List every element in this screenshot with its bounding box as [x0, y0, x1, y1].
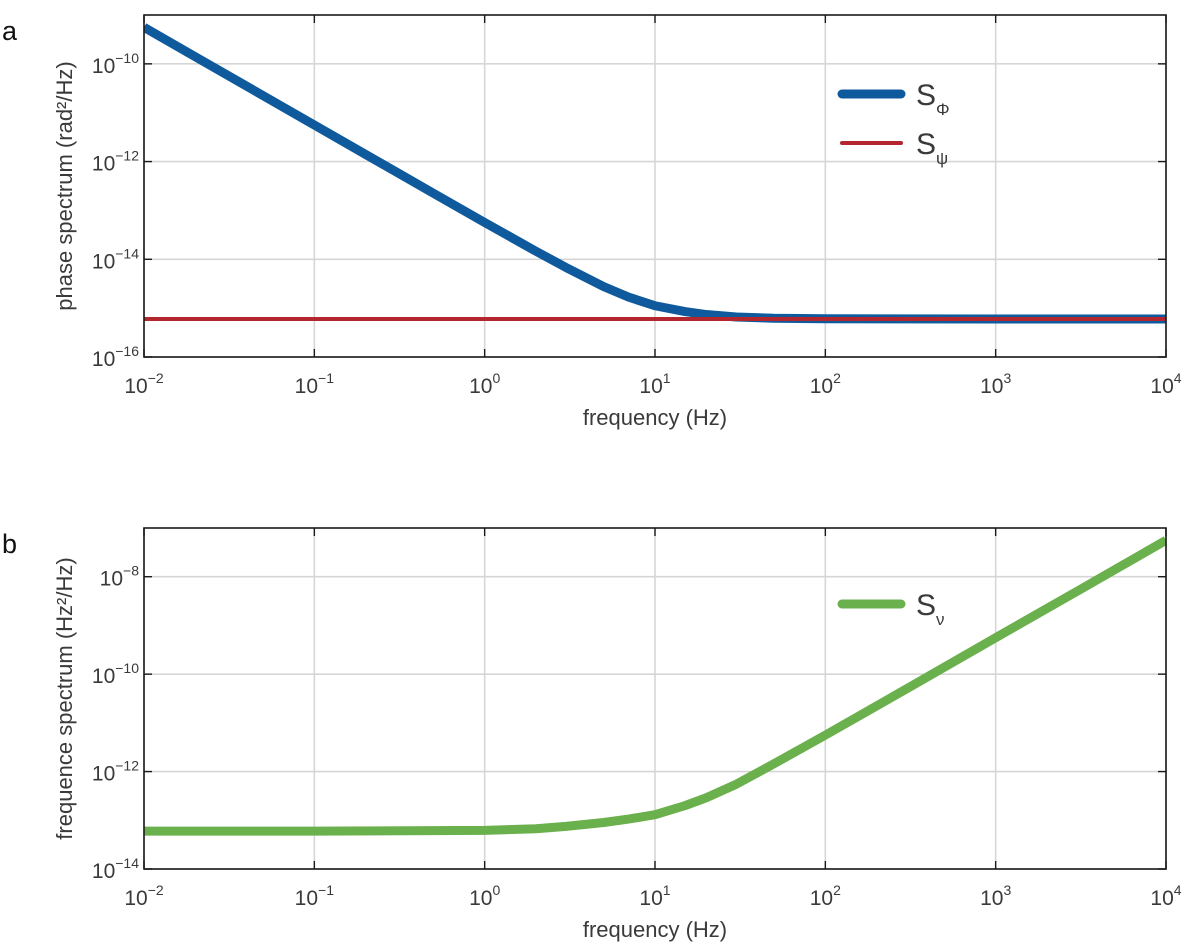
y-tick-label: 10−10: [92, 660, 139, 688]
x-tick-base: 10: [639, 887, 662, 910]
series-line-ν: [144, 536, 1166, 836]
legend-label: Sν: [916, 589, 945, 629]
x-axis-label: frequency (Hz): [583, 917, 727, 942]
tick-marks: [143, 15, 1167, 358]
y-tick-label: 10−8: [100, 563, 140, 591]
x-tick-label: 104: [1150, 370, 1181, 398]
y-tick-base: 10: [92, 250, 115, 273]
x-tick-label: 100: [469, 370, 500, 398]
panel-b: 10−2 10−1 100 101 102 103 10410−1410−1210−1010…: [2, 527, 1182, 942]
x-tick-exponent: 0: [492, 882, 500, 898]
x-tick-exponent: 1: [663, 370, 671, 386]
legend-label-subscript: Φ: [936, 100, 950, 119]
legend-label-main: S: [916, 589, 936, 622]
x-tick-exponent: −2: [148, 370, 164, 386]
x-tick-label: 10−1: [295, 370, 335, 398]
x-tick-base: 10: [1150, 375, 1173, 398]
y-tick-label: 10−10: [92, 50, 139, 78]
tick-marks: [143, 528, 1167, 870]
y-tick-exponent: −16: [115, 343, 139, 359]
x-axis-label: frequency (Hz): [583, 405, 727, 430]
x-tick-base: 10: [1150, 887, 1173, 910]
y-tick-base: 10: [92, 153, 115, 176]
y-tick-exponent: −14: [115, 855, 139, 871]
x-tick-exponent: 4: [1174, 370, 1182, 386]
gridlines: [143, 15, 1167, 358]
y-tick-exponent: −14: [115, 245, 139, 261]
x-tick-label: 10−2: [124, 882, 164, 910]
x-tick-base: 10: [980, 887, 1003, 910]
x-tick-exponent: 3: [1003, 370, 1011, 386]
y-tick-base: 10: [92, 55, 115, 78]
x-tick-base: 10: [295, 375, 318, 398]
y-tick-base: 10: [92, 348, 115, 371]
x-tick-label: 104: [1150, 882, 1181, 910]
x-tick-exponent: 0: [492, 370, 500, 386]
panel-a: 10−2 10−1 100 101 102 103 10410−1610−1410−1210…: [2, 14, 1182, 430]
x-tick-label: 10−2: [124, 370, 164, 398]
x-tick-exponent: −1: [318, 370, 334, 386]
y-tick-base: 10: [92, 860, 115, 883]
panel-letter: a: [2, 16, 18, 46]
y-tick-exponent: −12: [115, 758, 139, 774]
x-tick-base: 10: [980, 375, 1003, 398]
legend-label: SΦ: [916, 79, 950, 119]
y-axis-label: frequence spectrum (Hz²/Hz): [52, 557, 77, 839]
y-tick-exponent: −10: [115, 660, 139, 676]
x-tick-base: 10: [124, 887, 147, 910]
y-tick-label: 10−14: [92, 855, 139, 883]
x-tick-exponent: 2: [833, 370, 841, 386]
y-tick-label: 10−12: [92, 148, 139, 176]
x-tick-exponent: 3: [1003, 882, 1011, 898]
x-tick-base: 10: [124, 375, 147, 398]
x-tick-label: 103: [980, 882, 1011, 910]
x-tick-base: 10: [295, 887, 318, 910]
series-group: [144, 536, 1166, 836]
x-tick-label: 101: [639, 370, 670, 398]
legend-label-subscript: ν: [936, 610, 945, 629]
x-tick-exponent: −2: [148, 882, 164, 898]
x-tick-base: 10: [810, 375, 833, 398]
x-tick-base: 10: [469, 375, 492, 398]
x-tick-exponent: 4: [1174, 882, 1182, 898]
y-tick-exponent: −10: [115, 50, 139, 66]
x-tick-exponent: 1: [663, 882, 671, 898]
legend-label-main: S: [916, 79, 936, 112]
y-tick-exponent: −8: [123, 563, 139, 579]
x-tick-exponent: 2: [833, 882, 841, 898]
x-tick-base: 10: [639, 375, 662, 398]
y-axis-label: phase spectrum (rad²/Hz): [52, 61, 77, 310]
x-tick-exponent: −1: [318, 882, 334, 898]
x-tick-label: 103: [980, 370, 1011, 398]
x-tick-label: 101: [639, 882, 670, 910]
y-tick-exponent: −12: [115, 148, 139, 164]
y-tick-base: 10: [92, 763, 115, 786]
y-tick-label: 10−14: [92, 245, 139, 273]
y-tick-label: 10−12: [92, 758, 139, 786]
series-group: [144, 23, 1166, 324]
legend-label-subscript: ψ: [936, 149, 948, 168]
y-tick-label: 10−16: [92, 343, 139, 371]
legend-label: Sψ: [916, 128, 948, 168]
panel-letter: b: [2, 529, 17, 559]
legend-label-main: S: [916, 128, 936, 161]
x-tick-label: 102: [810, 882, 841, 910]
x-tick-label: 102: [810, 370, 841, 398]
x-tick-label: 10−1: [295, 882, 335, 910]
x-tick-base: 10: [469, 887, 492, 910]
legend: Sν: [837, 589, 945, 629]
x-tick-label: 100: [469, 882, 500, 910]
y-tick-base: 10: [92, 665, 115, 688]
y-tick-base: 10: [100, 568, 123, 591]
x-tick-base: 10: [810, 887, 833, 910]
